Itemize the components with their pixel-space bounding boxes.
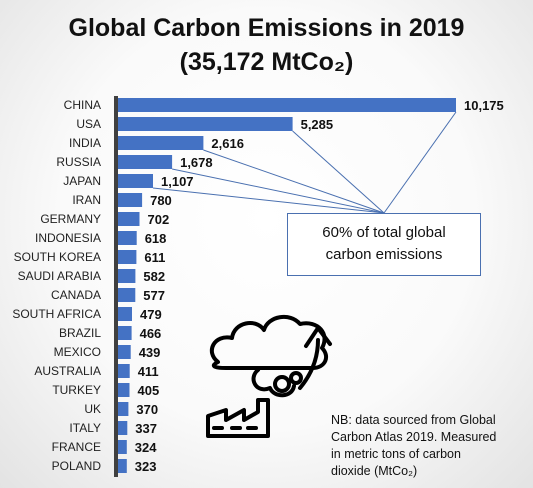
value-label: 337 [135,421,157,436]
callout-box: 60% of total global carbon emissions [287,213,481,276]
value-label: 582 [143,269,165,284]
chart-subtitle: (35,172 MtCo₂) [179,48,354,76]
category-label: ITALY [69,421,101,435]
bar-canada [116,288,136,302]
callout-pointer-line [171,168,385,214]
callout-lines [152,111,457,214]
value-label: 5,285 [301,117,334,132]
bar-france [116,440,127,454]
category-label: BRAZIL [59,326,101,340]
bar-turkey [116,383,130,397]
chart-title: Global Carbon Emissions in 2019 [68,14,465,42]
value-label: 324 [135,440,157,455]
value-label: 577 [143,288,165,303]
source-note-line4: dioxide (MtCo₂) [331,464,418,478]
callout-pointer-line [383,111,457,214]
bar-indonesia [116,231,137,245]
category-label: USA [76,117,101,131]
source-note-line1: NB: data sourced from Global [331,413,496,427]
value-labels: 10,175 5,285 2,616 1,678 1,107 780 702 618 611 58… [135,98,504,474]
category-label: CANADA [51,288,101,302]
callout-line2: carbon emissions [325,246,443,263]
value-label: 466 [140,326,162,341]
category-label: IRAN [72,193,101,207]
bars [116,98,456,473]
callout-pointer-line [203,149,385,214]
value-label: 702 [148,212,170,227]
bar-italy [116,421,128,435]
value-label: 370 [136,402,158,417]
value-label: 439 [139,345,161,360]
bar-south-korea [116,250,137,264]
bar-south-africa [116,307,132,321]
category-label: INDONESIA [35,231,101,245]
category-labels: CHINA USA INDIA RUSSIA JAPAN IRAN GERMANY INDON… [12,98,101,473]
factory-cloud-co2-icon [206,314,332,438]
source-note-line2: Carbon Atlas 2019. Measured [331,430,497,444]
value-label: 2,616 [211,136,244,151]
bar-china [116,98,456,112]
value-label: 618 [145,231,167,246]
category-label: SAUDI ARABIA [18,269,101,283]
bar-saudi-arabia [116,269,136,283]
category-label: JAPAN [63,174,101,188]
callout-pointer-line [152,187,385,214]
bar-germany [116,212,140,226]
category-label: GERMANY [40,212,101,226]
value-label: 405 [138,383,160,398]
bar-brazil [116,326,132,340]
value-label: 1,678 [180,155,213,170]
category-label: FRANCE [52,440,101,454]
value-label: 780 [150,193,172,208]
category-label: SOUTH KOREA [14,250,101,264]
category-label: INDIA [69,136,101,150]
callout-pointer-line [292,130,385,214]
value-label: 479 [140,307,162,322]
category-label: TURKEY [52,383,101,397]
bar-japan [116,174,153,188]
bar-mexico [116,345,131,359]
value-label: 411 [138,364,159,379]
category-label: POLAND [52,459,102,473]
category-label: UK [84,402,101,416]
category-label: MEXICO [54,345,101,359]
source-note-line3: in metric tons of carbon [331,447,461,461]
bar-australia [116,364,130,378]
bar-usa [116,117,293,131]
category-label: SOUTH AFRICA [12,307,101,321]
category-label: AUSTRALIA [34,364,101,378]
category-label: CHINA [64,98,101,112]
bar-uk [116,402,129,416]
bar-poland [116,459,127,473]
value-label: 10,175 [464,98,504,113]
source-note: NB: data sourced from Global Carbon Atla… [331,412,531,480]
value-label: 611 [144,250,165,265]
bar-iran [116,193,143,207]
value-label: 1,107 [161,174,194,189]
category-label: RUSSIA [56,155,101,169]
bar-india [116,136,204,150]
bar-russia [116,155,173,169]
callout-line1: 60% of total global [322,224,446,241]
value-label: 323 [135,459,157,474]
